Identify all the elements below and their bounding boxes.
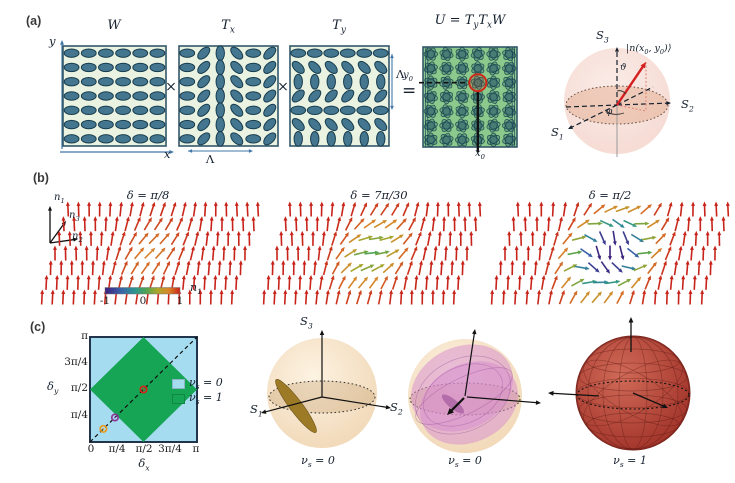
theta-label: ϑ	[620, 63, 627, 73]
poincare-sphere-c3	[548, 317, 691, 451]
colorbar-label: n1	[190, 281, 202, 297]
panel-c-label: (c)	[30, 320, 46, 334]
grid-u-title: U = TyTxW	[434, 13, 506, 31]
triad-n1-label: n1	[54, 192, 65, 205]
quiver-plot-2	[262, 201, 482, 305]
quiver-title-1: δ = π/8	[126, 188, 170, 202]
sphere3-caption: νs = 1	[613, 454, 647, 470]
poincare-sphere-c1	[261, 330, 391, 448]
ytick-pi: π	[81, 330, 88, 342]
lambda-x-label: Λ	[205, 152, 215, 166]
panel-b-label: (b)	[33, 171, 49, 185]
delta-y-axis-label: δy	[47, 379, 59, 396]
equals-sign: =	[402, 81, 417, 101]
colorbar	[104, 287, 181, 295]
phi-label: φ	[606, 107, 613, 117]
times-sign-1: ×	[165, 79, 177, 95]
phase-diagram	[89, 336, 198, 443]
times-sign-2: ×	[277, 79, 289, 95]
y-axis-label: y	[49, 34, 56, 48]
delta-x-axis-label: δx	[138, 456, 150, 473]
sphere1-s1-label: S1	[250, 402, 263, 419]
xtick-pi4: π/4	[108, 443, 126, 455]
sphere1-s3-label: S3	[300, 314, 313, 331]
u-grid-graphics	[419, 46, 518, 152]
legend-swatch-nu1	[172, 394, 185, 404]
sphere-a-s1-label: S1	[551, 125, 564, 142]
legend-swatch-nu0	[172, 379, 185, 389]
sphere1-caption: νs = 0	[301, 454, 335, 470]
panel-a-label: (a)	[26, 14, 42, 28]
ytick-3pi4: 3π/4	[64, 356, 88, 368]
ytick-pi4: π/4	[70, 409, 88, 421]
x0-label: x0	[475, 148, 485, 161]
sphere1-s2-label: S2	[390, 400, 403, 417]
quiver-plot-1	[40, 201, 260, 305]
triad-n2-label: n2	[72, 231, 83, 244]
panel-a-graphics	[59, 40, 394, 155]
quiver-title-2: δ = 7π/30	[350, 188, 408, 202]
sphere2-caption: νs = 0	[448, 454, 482, 470]
poincare-sphere-c2	[408, 329, 541, 453]
sphere-a-s2-label: S2	[681, 97, 694, 114]
xtick-0: 0	[87, 443, 95, 455]
grid-w-title: W	[107, 18, 121, 33]
colorbar-tick-neg1: -1	[99, 295, 111, 307]
quiver-plot-3	[490, 201, 730, 305]
legend-label-nu1: νs = 1	[189, 391, 223, 407]
quiver-title-3: δ = π/2	[588, 188, 632, 202]
xtick-pi: π	[192, 443, 200, 455]
xtick-pi2: π/2	[135, 443, 153, 455]
poincare-sphere-a	[564, 47, 671, 157]
triad-n3-label: n3	[69, 210, 80, 223]
y0-label: y0	[403, 70, 413, 83]
xtick-3pi4: 3π/4	[158, 443, 182, 455]
colorbar-tick-0: 0	[139, 295, 147, 307]
colorbar-tick-1: 1	[176, 295, 184, 307]
lambda-y-label: Λ	[396, 67, 405, 81]
sphere-a-s3-label: S3	[596, 28, 609, 45]
x-axis-label: x	[164, 147, 171, 161]
grid-ty-title: Ty	[332, 18, 346, 36]
legend-label-nu0: νs = 0	[189, 376, 223, 392]
ytick-pi2: π/2	[70, 382, 88, 394]
grid-tx-title: Tx	[221, 18, 235, 36]
stokes-vector-label: |n(x0, y0)⟩	[626, 43, 672, 56]
